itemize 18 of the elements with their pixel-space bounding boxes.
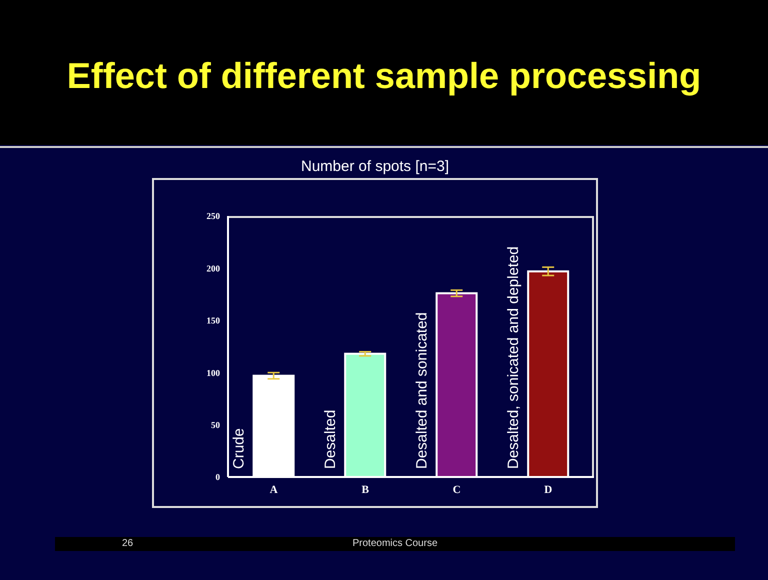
x-tick-label: A [270, 484, 278, 496]
annotation: Desalted and sonicated [414, 312, 431, 469]
y-tick-label: 100 [206, 368, 220, 378]
text: 26 [122, 538, 134, 549]
y-tick-label: 50 [211, 420, 220, 430]
annotation: Desalted [322, 410, 340, 469]
annotation: Desalted, sonicated and depleted [505, 246, 522, 469]
y-tick-label: 0 [216, 472, 220, 482]
x-tick-label: B [362, 484, 370, 496]
x-tick-label: D [544, 484, 552, 496]
annotation: Crude [230, 428, 248, 469]
chart-title: Effect of different sample processing [66, 55, 702, 97]
y-tick-label: 250 [206, 211, 220, 222]
y-tick-label: 150 [206, 316, 220, 326]
y-tick-label: 200 [206, 263, 220, 274]
text: Proteomics Course [351, 538, 439, 549]
x-tick-label: C [452, 484, 461, 496]
chart-subtitle: Number of spots [n=3] [300, 158, 450, 175]
